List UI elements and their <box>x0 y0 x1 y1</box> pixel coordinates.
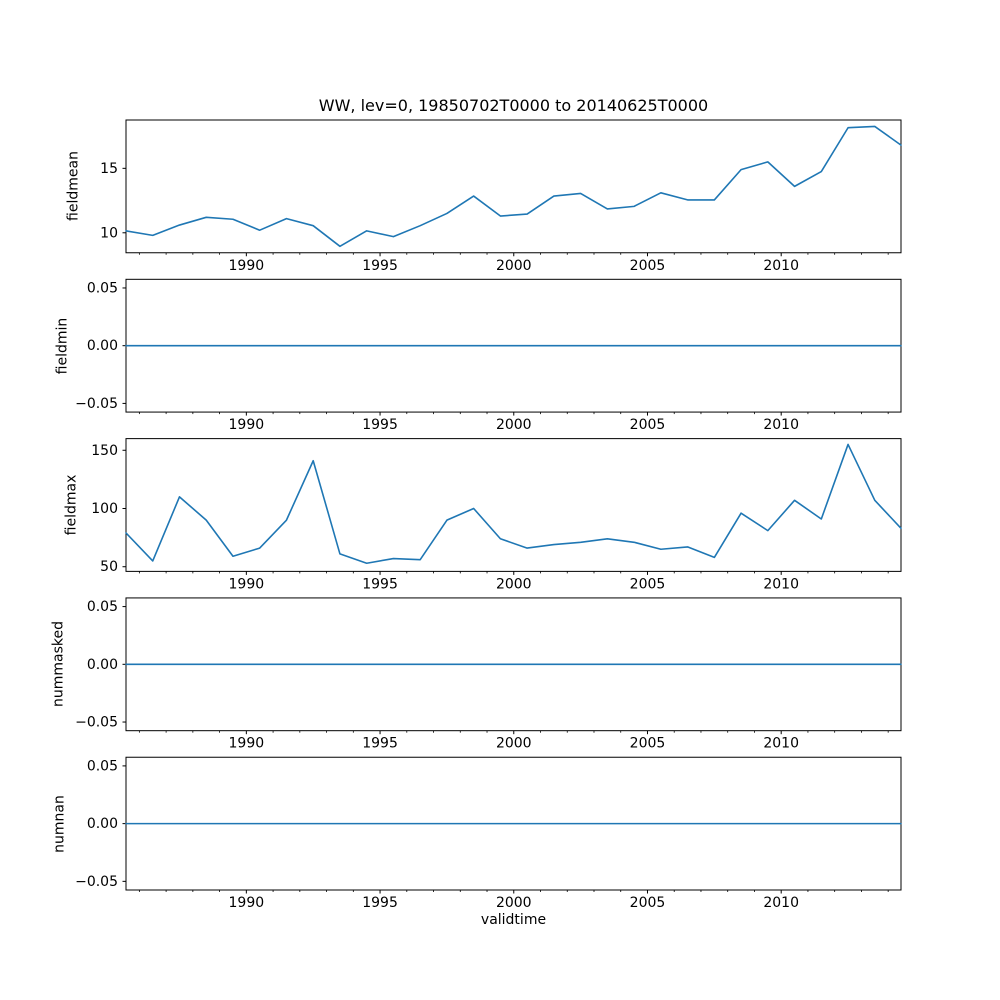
y-tick-label: 10 <box>100 225 118 241</box>
y-tick-label: 0.00 <box>87 338 118 354</box>
y-tick-label: −0.05 <box>75 396 118 412</box>
x-tick-label: 2010 <box>763 895 799 911</box>
chart-title: WW, lev=0, 19850702T0000 to 20140625T000… <box>318 96 709 115</box>
y-tick-label: 0.05 <box>87 758 118 774</box>
x-tick-label: 2000 <box>496 576 532 592</box>
series-line-fieldmax <box>125 443 902 565</box>
ylabel-fieldmean: fieldmean <box>65 151 81 222</box>
x-tick-label: 2000 <box>496 258 532 274</box>
x-tick-label: 2005 <box>630 258 666 274</box>
x-tick-label: 1990 <box>229 736 265 752</box>
x-tick-label: 1995 <box>362 736 398 752</box>
x-tick-label: 2005 <box>630 736 666 752</box>
x-tick-label: 1995 <box>362 895 398 911</box>
subplot-frame-fieldmax <box>125 438 902 572</box>
y-tick-label: 0.00 <box>87 657 118 673</box>
ylabel-fieldmax: fieldmax <box>63 474 79 536</box>
y-tick-label: 0.00 <box>87 816 118 832</box>
y-tick-label: −0.05 <box>75 715 118 731</box>
x-tick-label: 2005 <box>630 895 666 911</box>
y-tick-label: −0.05 <box>75 874 118 890</box>
y-tick-label: 50 <box>100 559 118 575</box>
x-tick-label: 2000 <box>496 736 532 752</box>
x-tick-label: 1995 <box>362 417 398 433</box>
y-tick-label: 0.05 <box>87 599 118 615</box>
x-tick-label: 2010 <box>763 736 799 752</box>
y-tick-label: 100 <box>91 501 118 517</box>
y-tick-label: 15 <box>100 161 118 177</box>
x-tick-label: 1990 <box>229 576 265 592</box>
x-tick-label: 1990 <box>229 895 265 911</box>
x-tick-label: 2005 <box>630 417 666 433</box>
x-tick-label: 2010 <box>763 576 799 592</box>
x-tick-label: 2010 <box>763 258 799 274</box>
xlabel-validtime: validtime <box>480 912 547 928</box>
subplot-frame-fieldmean <box>125 119 902 254</box>
ylabel-numnan: numnan <box>51 794 67 853</box>
ylabel-nummasked: nummasked <box>50 621 66 708</box>
x-tick-label: 2010 <box>763 417 799 433</box>
x-tick-label: 1990 <box>229 258 265 274</box>
y-tick-label: 0.05 <box>87 280 118 296</box>
x-tick-label: 2005 <box>630 576 666 592</box>
x-tick-label: 1995 <box>362 258 398 274</box>
x-tick-label: 1990 <box>229 417 265 433</box>
y-tick-label: 150 <box>91 443 118 459</box>
x-tick-label: 2000 <box>496 895 532 911</box>
series-line-fieldmean <box>125 125 902 248</box>
ylabel-fieldmin: fieldmin <box>54 317 70 374</box>
x-tick-label: 1995 <box>362 576 398 592</box>
x-tick-label: 2000 <box>496 417 532 433</box>
